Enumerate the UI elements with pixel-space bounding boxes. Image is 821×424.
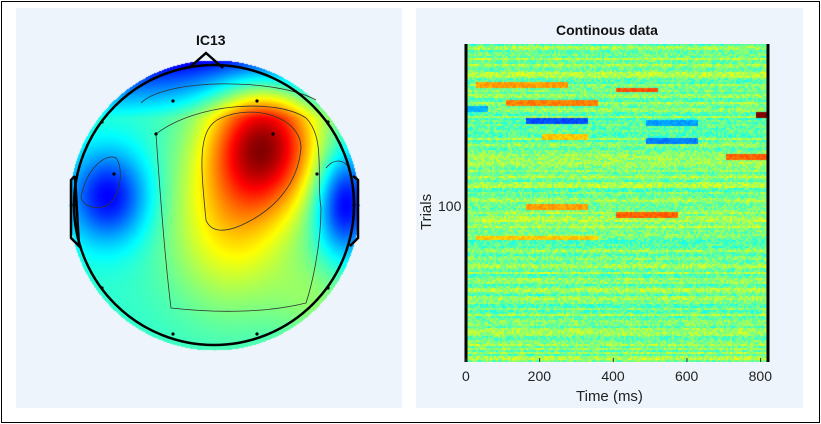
topoplot-contours [80, 83, 352, 312]
nose [188, 51, 224, 69]
topoplot-scalp-map [16, 8, 402, 408]
topoplot-title: IC13 [196, 32, 226, 48]
y-axis-label: Trials [418, 193, 435, 230]
x-tick-label: 600 [674, 368, 699, 384]
right-ear [349, 175, 360, 247]
x-axis-label: Time (ms) [576, 388, 643, 405]
topoplot-head-outline [69, 51, 360, 347]
x-tick-label: 200 [527, 368, 552, 384]
erpimage-heatmap [466, 44, 768, 362]
erpimage-panel: Continous data 0 200 400 600 800 100 Time (m… [416, 8, 803, 408]
topoplot-panel: IC13 [16, 8, 402, 408]
y-tick-label: 100 [438, 198, 462, 214]
x-tick-label: 0 [462, 368, 470, 384]
erpimage-axes [464, 44, 770, 362]
electrode-markers [72, 99, 356, 336]
x-tick-label: 400 [601, 368, 625, 384]
x-tick-label: 800 [748, 368, 772, 384]
left-ear [69, 175, 81, 250]
erpimage-title: Continous data [556, 22, 658, 38]
